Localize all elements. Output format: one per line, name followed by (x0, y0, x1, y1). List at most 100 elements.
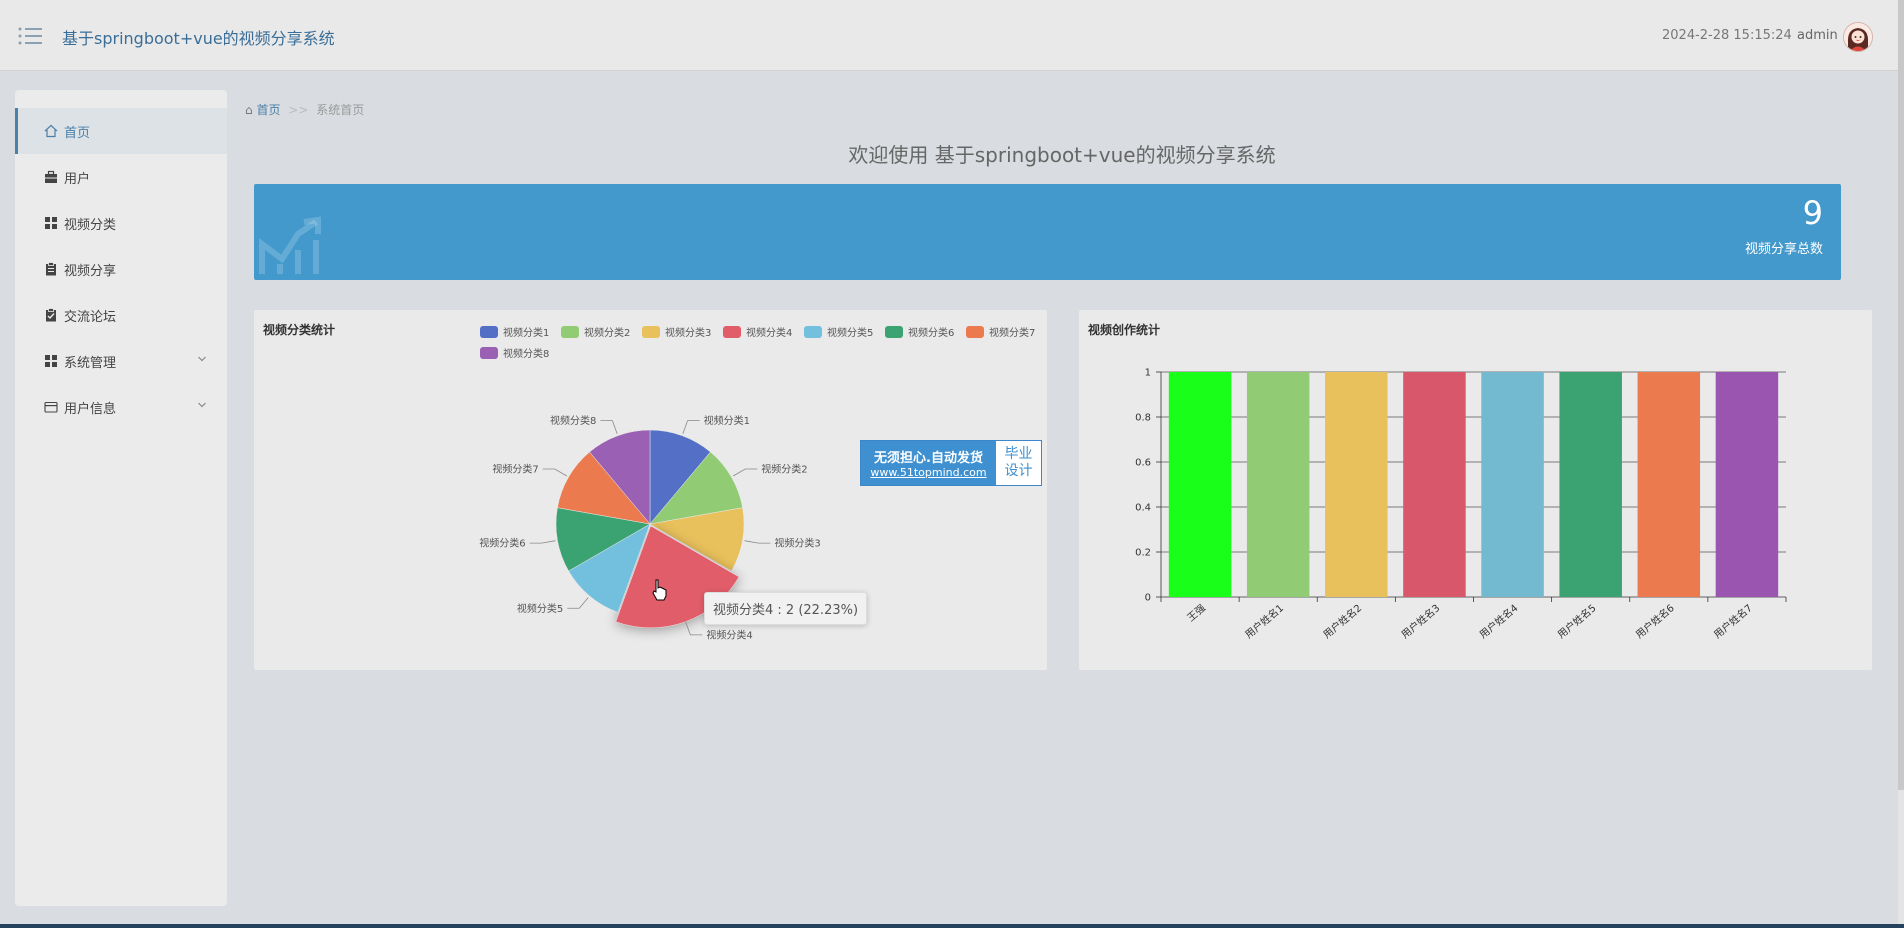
pie-slice[interactable] (589, 429, 651, 525)
legend-item[interactable]: 视频分类2 (561, 324, 630, 339)
ad-link[interactable]: www.51topmind.com (870, 466, 987, 479)
legend-item[interactable]: 视频分类3 (642, 324, 711, 339)
pie-label-line (600, 420, 618, 434)
welcome-heading: 欢迎使用 基于springboot+vue的视频分享系统 (848, 143, 1276, 167)
bar[interactable] (1715, 372, 1779, 597)
vertical-scrollbar[interactable] (1898, 0, 1904, 928)
avatar[interactable] (1843, 22, 1873, 52)
bar[interactable] (1481, 372, 1544, 597)
avatar-image (1844, 23, 1872, 51)
pie-label-line (732, 468, 758, 477)
legend-item[interactable]: 视频分类7 (966, 324, 1035, 339)
x-tick-label: 用户姓名2 (1320, 601, 1364, 641)
bar[interactable] (1246, 372, 1310, 597)
sidebar-item-forum[interactable]: 交流论坛 (15, 292, 227, 338)
pie-slice-label: 视频分类2 (761, 463, 807, 476)
pie-slice-label: 视频分类6 (479, 537, 525, 550)
x-tick-label: 用户姓名4 (1477, 601, 1521, 641)
taskbar-strip (0, 924, 1904, 928)
pie-label-line (529, 540, 556, 544)
top-header: 基于springboot+vue的视频分享系统 2024-2-28 15:15:… (0, 0, 1904, 71)
home-icon (44, 124, 58, 138)
bar[interactable] (1637, 372, 1701, 597)
legend-label: 视频分类5 (827, 328, 874, 339)
menu-toggle-icon[interactable] (18, 26, 44, 46)
pie-slice-label: 视频分类1 (704, 414, 750, 427)
legend-swatch (723, 325, 741, 338)
legend-label: 视频分类8 (503, 349, 550, 360)
legend-item[interactable]: 视频分类5 (804, 324, 873, 339)
breadcrumb-separator: >> (288, 103, 309, 117)
bar-chart: 0 0.2 0.4 0.6 0.8 1 王强 用户姓名1 用户姓名2 用户姓名3 用户姓名4 用户姓名… (1135, 368, 1787, 641)
legend-swatch (642, 325, 660, 338)
chevron-down-icon (198, 356, 206, 362)
sidebar-item-home[interactable]: 首页 (15, 108, 227, 154)
grid-icon (45, 217, 57, 229)
sidebar-item-label: 系统管理 (64, 355, 117, 371)
pie-label-line (542, 468, 568, 477)
ad-side-text: 设计 (1004, 463, 1033, 479)
sidebar-item-users[interactable]: 用户 (15, 154, 227, 200)
legend-label: 视频分类4 (746, 328, 793, 339)
x-tick-label: 王强 (1185, 602, 1208, 624)
legend-label: 视频分类2 (584, 328, 631, 339)
sidebar-item-label: 首页 (64, 125, 91, 141)
legend-label: 视频分类6 (908, 328, 955, 339)
y-tick-label: 0 (1145, 593, 1151, 604)
y-tick-label: 0.6 (1135, 458, 1151, 469)
pie-slice[interactable] (557, 451, 651, 525)
legend-swatch (480, 325, 498, 338)
bar[interactable] (1403, 372, 1466, 597)
bar-chart-title: 视频创作统计 (1088, 323, 1161, 337)
breadcrumb-current: 系统首页 (316, 103, 365, 117)
sidebar-item-label: 交流论坛 (64, 309, 117, 325)
sidebar-item-system-management[interactable]: 系统管理 (15, 338, 227, 384)
ad-text: 无须担心.自动发货 (874, 451, 983, 466)
x-tick-label: 用户姓名6 (1633, 601, 1677, 641)
current-datetime: 2024-2-28 15:15:24 (1662, 28, 1792, 43)
legend-item[interactable]: 视频分类1 (480, 324, 549, 339)
stat-value: 9 (1802, 194, 1823, 232)
legend-swatch (966, 325, 984, 338)
ad-side-text: 毕业 (1004, 446, 1033, 462)
pie-slice-label: 视频分类3 (774, 537, 820, 550)
legend-item[interactable]: 视频分类8 (480, 345, 549, 360)
sidebar-item-video-category[interactable]: 视频分类 (15, 200, 227, 246)
y-tick-label: 0.2 (1135, 548, 1151, 559)
breadcrumb: ⌂ 首页 >> 系统首页 (245, 101, 364, 118)
username[interactable]: admin (1797, 28, 1838, 43)
breadcrumb-home-link[interactable]: 首页 (256, 103, 281, 117)
bar[interactable] (1325, 372, 1388, 597)
pie-slice[interactable] (568, 523, 651, 613)
grid-icon (45, 355, 57, 367)
ad-badge[interactable]: 无须担心.自动发货 www.51topmind.com 毕业 设计 (860, 440, 1042, 486)
y-tick-label: 0.4 (1135, 503, 1151, 514)
stat-banner: 9 视频分享总数 (254, 184, 1841, 280)
bar[interactable] (1168, 372, 1232, 597)
chevron-down-icon (198, 402, 206, 408)
y-tick-label: 1 (1145, 368, 1151, 379)
bar[interactable] (1559, 372, 1622, 597)
legend-label: 视频分类7 (989, 328, 1036, 339)
legend-swatch (561, 325, 579, 338)
stat-label: 视频分享总数 (1744, 242, 1823, 257)
pie-label-line (685, 621, 703, 636)
sidebar-item-video-share[interactable]: 视频分享 (15, 246, 227, 292)
legend-swatch (804, 325, 822, 338)
legend-item[interactable]: 视频分类6 (885, 324, 954, 339)
legend-label: 视频分类3 (665, 328, 712, 339)
sidebar-item-user-info[interactable]: 用户信息 (15, 384, 227, 430)
pie-chart: 视频分类1 视频分类2 视频分类3 视频分类4 视频分类5 视频分类6 视频分类7 视频分类8 (479, 414, 820, 641)
briefcase-icon (45, 170, 57, 183)
pie-slice[interactable] (649, 451, 743, 525)
legend-item[interactable]: 视频分类4 (723, 324, 792, 339)
pie-slice[interactable] (555, 507, 651, 572)
sidebar-item-label: 视频分享 (64, 263, 117, 279)
home-icon: ⌂ (245, 103, 253, 117)
pie-slice[interactable] (649, 429, 711, 525)
pie-slice[interactable] (649, 507, 745, 572)
sidebar-item-label: 视频分类 (64, 217, 117, 233)
x-tick-label: 用户姓名3 (1398, 601, 1442, 641)
legend-swatch (480, 346, 498, 359)
legend-label: 视频分类1 (503, 328, 550, 339)
